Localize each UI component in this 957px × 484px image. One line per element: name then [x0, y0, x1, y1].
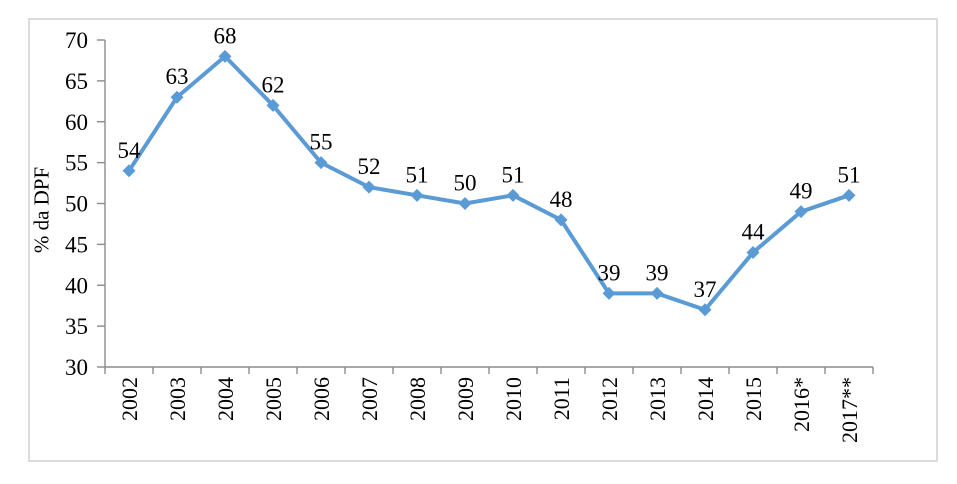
x-tick-label: 2017**	[837, 377, 862, 443]
data-point-marker	[122, 164, 136, 178]
data-label: 48	[550, 187, 573, 212]
y-tick-label: 35	[65, 314, 88, 339]
x-tick-label: 2013	[645, 377, 670, 421]
data-point-marker	[218, 49, 232, 63]
data-label: 50	[454, 171, 477, 196]
x-tick-label: 2006	[309, 377, 334, 421]
data-line	[127, 54, 851, 312]
data-label: 55	[310, 130, 333, 155]
data-label: 51	[406, 162, 429, 187]
x-tick-label: 2012	[597, 377, 622, 421]
data-label: 37	[694, 277, 717, 302]
data-point-marker	[794, 205, 808, 219]
x-tick-label: 2008	[405, 377, 430, 421]
data-point-marker	[602, 286, 616, 300]
data-label: 51	[502, 162, 525, 187]
data-point-marker	[170, 90, 184, 104]
y-tick-label: 30	[65, 355, 88, 380]
data-label: 49	[790, 179, 813, 204]
y-tick-label: 70	[65, 28, 88, 53]
x-tick-label: 2016*	[789, 377, 814, 432]
data-point-marker	[362, 180, 376, 194]
data-label: 63	[166, 64, 189, 89]
x-tick-label: 2010	[501, 377, 526, 421]
x-tick-label: 2004	[213, 377, 238, 421]
data-label: 68	[214, 23, 237, 48]
data-point-marker	[314, 156, 328, 170]
data-point-marker	[698, 303, 712, 317]
data-point-marker	[650, 286, 664, 300]
data-point-marker	[266, 98, 280, 112]
x-tick-label: 2014	[693, 377, 718, 421]
data-point-marker	[410, 188, 424, 202]
data-point-marker	[506, 188, 520, 202]
data-point-marker	[842, 188, 856, 202]
x-tick-label: 2007	[357, 377, 382, 421]
chart-frame	[28, 18, 938, 462]
x-tick-label: 2015	[741, 377, 766, 421]
data-label: 39	[598, 260, 621, 285]
data-label: 52	[358, 154, 381, 179]
x-tick-label: 2003	[165, 377, 190, 421]
x-tick-label: 2005	[261, 377, 286, 421]
x-tick-label: 2002	[117, 377, 142, 421]
y-tick-label: 60	[65, 110, 88, 135]
y-tick-label: 50	[65, 192, 88, 217]
data-label: 51	[838, 162, 861, 187]
y-tick-label: 45	[65, 232, 88, 257]
x-tick-label: 2011	[549, 377, 574, 420]
y-tick-label: 40	[65, 273, 88, 298]
data-point-marker	[458, 197, 472, 210]
y-tick-label: 65	[65, 69, 88, 94]
y-tick-label: 55	[65, 151, 88, 176]
x-tick-label: 2009	[453, 377, 478, 421]
data-point-marker	[746, 246, 760, 260]
y-axis-title: % da DPF	[29, 166, 54, 254]
data-label: 39	[646, 260, 669, 285]
data-point-marker	[554, 213, 568, 227]
data-label: 44	[742, 220, 766, 245]
data-label: 54	[118, 138, 142, 163]
data-label: 62	[262, 72, 285, 97]
